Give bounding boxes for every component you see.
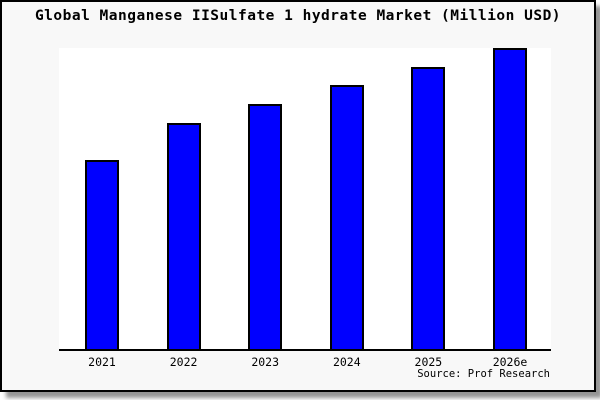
x-tick-label-2023: 2023: [251, 355, 280, 369]
x-tick-label-2021: 2021: [88, 355, 116, 369]
bar-2023: [248, 104, 283, 349]
chart-frame: Global Manganese IISulfate 1 hydrate Mar…: [0, 0, 596, 392]
x-tick-label-2026e: 2026e: [492, 355, 528, 369]
bar-2025: [411, 67, 446, 349]
x-tick-label-2022: 2022: [169, 355, 198, 369]
bar-2024: [329, 85, 364, 349]
x-tick-label-2024: 2024: [332, 355, 361, 369]
source-credit: Source: Prof Research: [417, 368, 550, 380]
chart-title: Global Manganese IISulfate 1 hydrate Mar…: [34, 8, 562, 24]
plot-area: [59, 48, 551, 351]
bar-2026e: [493, 48, 527, 349]
x-tick-label-2025: 2025: [414, 355, 443, 369]
bar-2021: [85, 160, 119, 349]
x-axis-labels: 2021 2022 2023 2024 2025 2026e: [59, 355, 551, 371]
bar-2022: [166, 123, 201, 349]
